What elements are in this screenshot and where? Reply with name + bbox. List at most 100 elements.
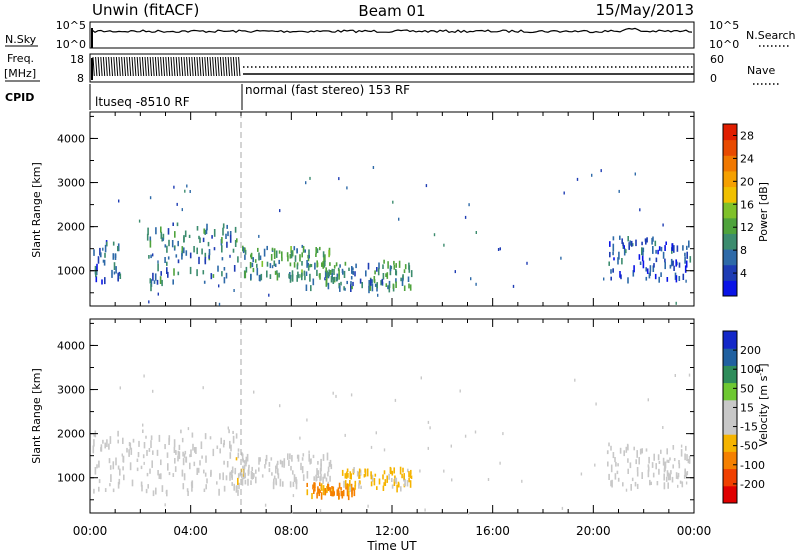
echo-cell [629, 462, 632, 469]
echo-cell [275, 250, 278, 258]
echo-cell [655, 463, 657, 470]
echo-cell [177, 271, 180, 276]
echo-cell [304, 275, 306, 281]
echo-cell [204, 257, 207, 265]
echo-cell [627, 458, 629, 463]
echo-cell [167, 228, 170, 235]
echo-point [319, 509, 322, 512]
freq-tick-top: 18 [70, 53, 84, 66]
echo-cell [196, 468, 198, 475]
echo-cell [181, 246, 184, 253]
echo-cell [657, 249, 659, 255]
echo-cell [269, 263, 272, 269]
echo-cell [671, 243, 673, 251]
freq-oscillation-line [214, 56, 217, 77]
freq-oscillation-line [157, 56, 160, 77]
echo-cell [654, 273, 657, 280]
echo-cell [196, 247, 198, 255]
echo-cell [258, 467, 260, 472]
freq-oscillation-line [209, 56, 212, 77]
echo-cell [395, 278, 397, 283]
echo-point [202, 386, 204, 390]
echo-cell [118, 478, 121, 485]
echo-cell [396, 484, 398, 493]
echo-cell [100, 447, 102, 452]
velocity-colorbar-label: Velocity [m s-1] [756, 363, 771, 446]
echo-cell [672, 260, 674, 266]
echo-cell [331, 486, 333, 490]
echo-cell [369, 284, 372, 291]
echo-point [152, 253, 154, 257]
echo-cell [338, 490, 340, 498]
echo-cell [161, 485, 164, 492]
echo-cell [274, 263, 277, 267]
nsky-label: N.Sky [5, 33, 37, 46]
echo-cell [391, 484, 394, 489]
echo-cell [617, 257, 619, 265]
echo-cell [324, 254, 326, 262]
echo-cell [647, 469, 650, 478]
echo-cell [633, 265, 635, 273]
echo-cell [253, 473, 255, 478]
echo-point [560, 256, 562, 260]
y-tick-label: 1000 [57, 265, 85, 278]
echo-point [308, 450, 310, 454]
echo-cell [642, 250, 644, 256]
echo-cell [670, 258, 673, 267]
echo-cell [638, 457, 640, 465]
echo-cell [243, 460, 246, 464]
echo-cell [305, 284, 308, 291]
echo-cell [218, 488, 220, 496]
echo-cell [686, 251, 688, 259]
echo-cell [387, 285, 389, 290]
echo-cell [293, 262, 296, 268]
colorbar-segment [723, 434, 737, 452]
echo-cell [620, 274, 622, 280]
echo-cell [373, 276, 376, 282]
echo-point [666, 459, 668, 463]
echo-cell [300, 462, 302, 471]
echo-cell [162, 233, 165, 240]
echo-cell [329, 475, 331, 482]
echo-cell [245, 463, 247, 467]
echo-cell [355, 263, 357, 269]
echo-cell [174, 466, 177, 472]
echo-cell [645, 267, 647, 272]
echo-point [427, 420, 430, 424]
nsky-tick-top: 10^5 [56, 19, 86, 32]
echo-cell [243, 469, 245, 475]
echo-cell [404, 478, 406, 487]
echo-cell [340, 490, 343, 497]
echo-cell [610, 480, 612, 487]
echo-cell [623, 450, 625, 457]
echo-cell [404, 482, 406, 487]
nsky-tick-bottom: 10^0 [56, 38, 86, 51]
echo-cell [145, 488, 148, 494]
echo-cell [389, 466, 392, 474]
echo-point [279, 404, 281, 408]
freq-label-bottom: [MHz] [4, 67, 36, 80]
echo-cell [141, 485, 143, 492]
echo-cell [635, 459, 637, 465]
nsearch-label: N.Search [746, 29, 796, 42]
echo-point [487, 478, 490, 481]
echo-cell [221, 257, 224, 261]
echo-cell [222, 443, 225, 448]
echo-cell [233, 265, 236, 272]
echo-cell [204, 433, 207, 440]
echo-cell [283, 458, 286, 466]
echo-cell [237, 452, 240, 459]
echo-cell [161, 279, 163, 287]
echo-cell [202, 237, 205, 243]
echo-cell [291, 250, 294, 257]
echo-cell [295, 481, 298, 490]
echo-cell [333, 265, 336, 269]
echo-cell [662, 251, 665, 259]
echo-cell [616, 470, 619, 475]
echo-cell [93, 439, 95, 447]
echo-cell [344, 473, 347, 479]
echo-cell [615, 461, 617, 467]
echo-cell [149, 468, 151, 474]
echo-cell [270, 457, 273, 461]
echo-cell [670, 470, 672, 475]
